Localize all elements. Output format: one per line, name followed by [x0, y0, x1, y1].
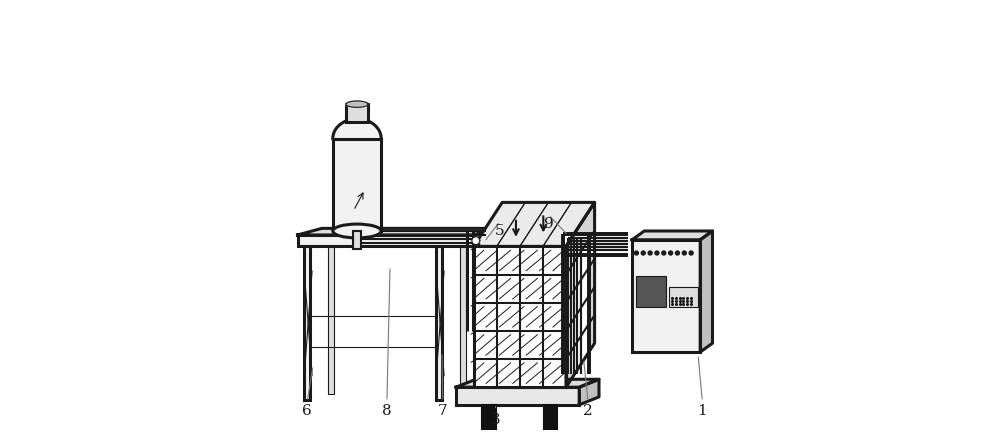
- Bar: [632, 240, 700, 352]
- Circle shape: [648, 251, 652, 255]
- Bar: [669, 287, 698, 307]
- Bar: [460, 240, 466, 394]
- Polygon shape: [579, 379, 599, 405]
- Polygon shape: [346, 101, 368, 107]
- Circle shape: [634, 251, 638, 255]
- Circle shape: [655, 251, 659, 255]
- Text: 8: 8: [382, 404, 392, 418]
- Text: 7: 7: [438, 404, 448, 418]
- Text: 3: 3: [491, 413, 500, 427]
- Circle shape: [472, 237, 480, 245]
- Polygon shape: [632, 231, 713, 240]
- Circle shape: [675, 251, 679, 255]
- Polygon shape: [298, 228, 498, 235]
- Polygon shape: [474, 228, 498, 246]
- Polygon shape: [700, 231, 713, 352]
- Bar: [564, 232, 628, 254]
- Polygon shape: [456, 379, 599, 387]
- Ellipse shape: [333, 224, 381, 238]
- Circle shape: [689, 251, 693, 255]
- Bar: [564, 238, 588, 374]
- Bar: [636, 276, 666, 307]
- Bar: [346, 104, 368, 122]
- Bar: [333, 139, 381, 231]
- Polygon shape: [474, 202, 595, 246]
- Text: 9: 9: [544, 217, 553, 231]
- Circle shape: [662, 251, 666, 255]
- Circle shape: [641, 251, 645, 255]
- Text: 6: 6: [302, 404, 312, 418]
- Bar: [544, 405, 557, 429]
- Circle shape: [682, 251, 686, 255]
- Text: 1: 1: [698, 404, 707, 418]
- Bar: [482, 405, 496, 429]
- Circle shape: [669, 251, 673, 255]
- Bar: [474, 246, 566, 387]
- Bar: [353, 231, 361, 249]
- Bar: [436, 246, 442, 400]
- Polygon shape: [566, 202, 595, 387]
- Bar: [328, 240, 334, 394]
- Bar: [304, 246, 310, 400]
- Text: 5: 5: [495, 224, 505, 238]
- Bar: [298, 235, 474, 246]
- Text: 2: 2: [583, 404, 593, 418]
- Bar: [456, 387, 579, 405]
